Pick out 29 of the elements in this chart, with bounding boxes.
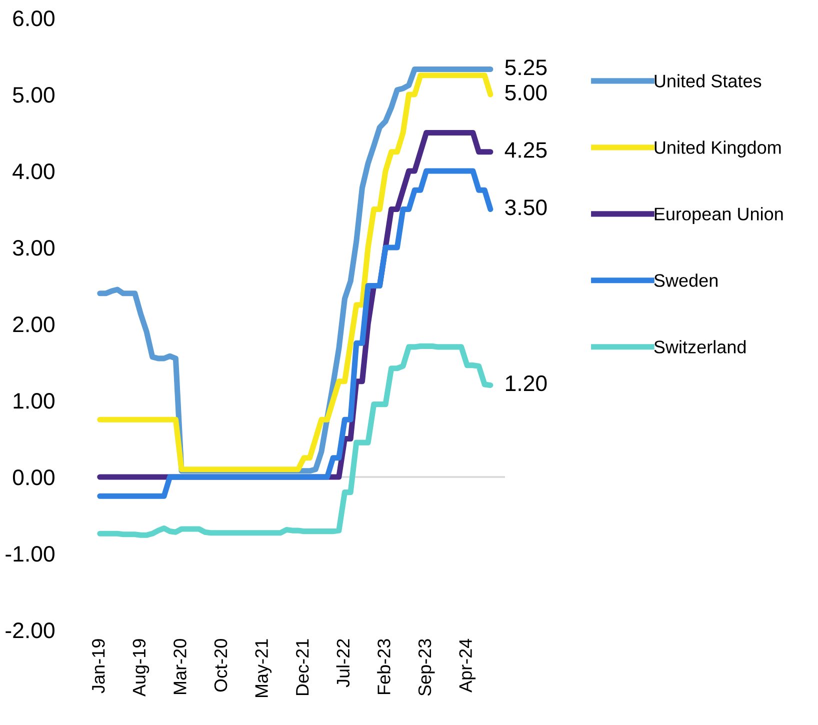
y-tick-label: -1.00 [6,546,54,562]
text: 5.00 [505,84,547,100]
x-tick-label: May-21 [255,639,272,698]
y-tick-label: 2.00 [13,316,54,332]
legend-label: United Kingdom [654,140,781,158]
x-tick-label: Apr-24 [459,638,476,692]
text: 3.50 [505,199,547,216]
x-tick-label: Aug-19 [132,639,150,697]
x-tick-label: Feb-23 [377,639,390,694]
x-tick-label: Dec-21 [296,639,309,696]
text: 1.20 [506,375,547,392]
y-tick-label: 1.00 [14,393,54,409]
y-tick-label: 5.00 [12,87,54,103]
legend-label: Switzerland [654,340,746,354]
x-tick-label: Jul-22 [336,639,350,688]
x-tick-label: Mar-20 [174,639,186,694]
x-tick-label: Sep-23 [418,639,435,696]
y-tick-label: 3.00 [12,240,54,256]
legend-label: United States [654,74,762,88]
legend-label: Sweden [654,274,718,287]
text: 5.25 [505,59,547,76]
x-tick-label: Jan-19 [92,639,105,694]
text: 4.25 [504,142,547,158]
y-tick-label: 4.00 [12,164,54,180]
y-tick-label: 6.00 [13,10,54,26]
y-tick-label: 0.00 [12,470,54,486]
x-tick-label: Oct-20 [214,639,228,692]
legend-label: European Union [654,207,783,224]
y-tick-label: -2.00 [6,622,54,638]
